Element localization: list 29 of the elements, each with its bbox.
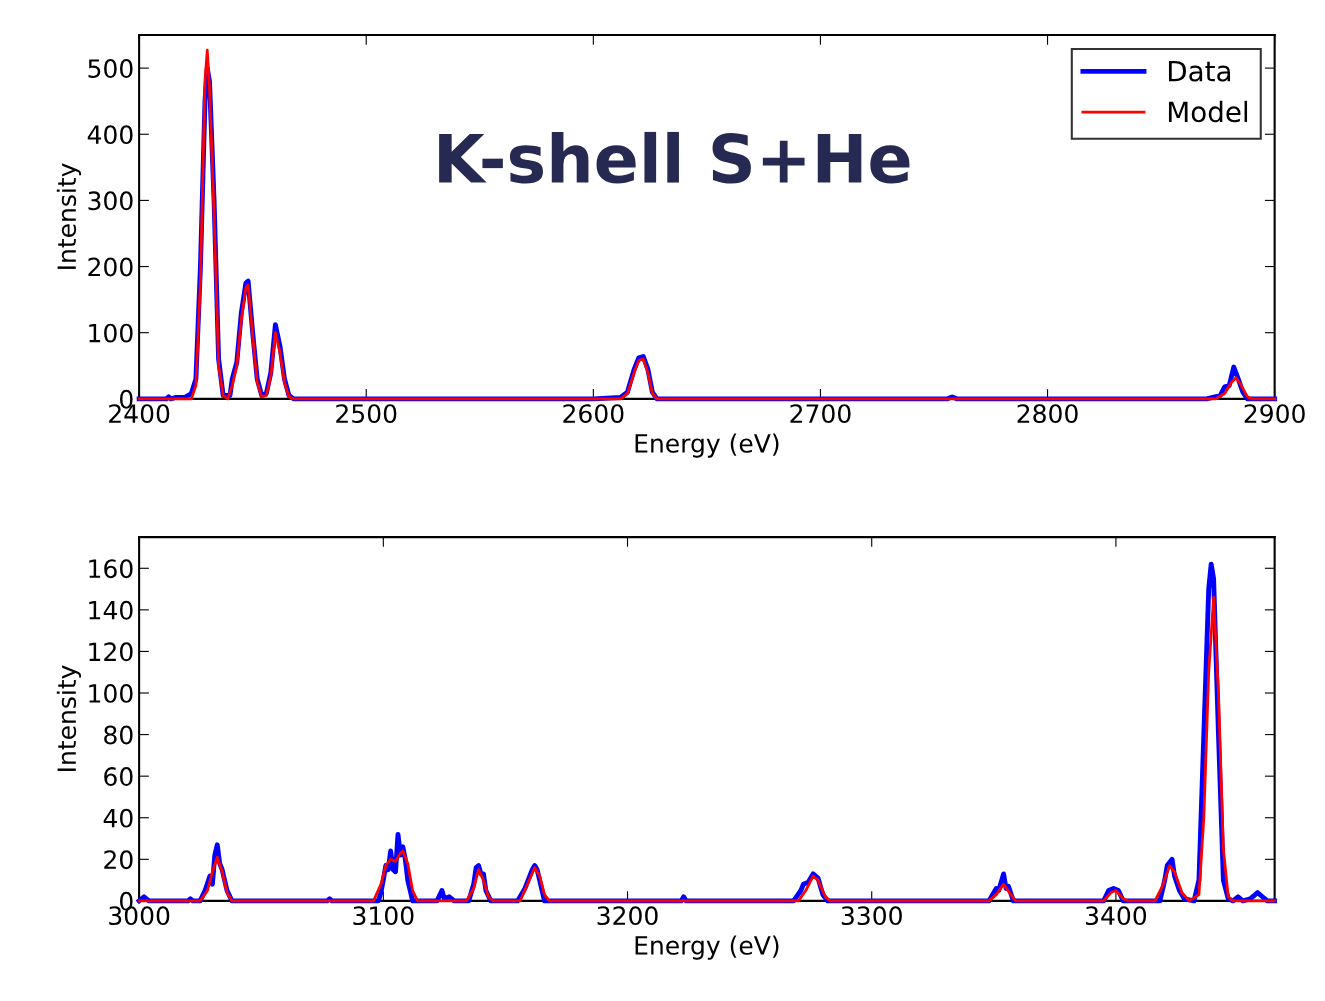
y-tick-label: 500 (88, 59, 133, 78)
x-tick-label: 2900 (1244, 404, 1305, 424)
x-tick-label: 2500 (336, 404, 397, 424)
x-tick-label: 2600 (563, 404, 624, 424)
annotation: K-shell S+He (439, 131, 910, 184)
y-tick-label: 20 (104, 850, 133, 870)
y-tick-label: 100 (89, 323, 133, 343)
x-tick-label: 2800 (1017, 404, 1078, 424)
x-tick-label: 3200 (597, 906, 658, 926)
y-tick-label: 80 (104, 725, 133, 745)
x-axis-title: Energy (eV) (635, 433, 779, 458)
x-tick-label: 3300 (841, 906, 902, 926)
x-tick-label: 2700 (790, 404, 851, 424)
x-tick-label: 3100 (353, 906, 414, 926)
x-tick-label: 3400 (1086, 906, 1147, 926)
y-axis-title: Intensity (56, 163, 81, 269)
y-axis-title: Intensity (56, 665, 81, 771)
y-tick-label: 140 (89, 600, 133, 620)
y-tick-label: 120 (89, 642, 133, 662)
y-tick-label: 300 (88, 191, 133, 211)
y-tick-label: 160 (89, 559, 133, 579)
y-tick-label: 200 (88, 257, 133, 277)
y-tick-label: 400 (87, 125, 133, 145)
y-tick-label: 40 (103, 808, 133, 828)
y-tick-label: 60 (104, 767, 133, 787)
legend-label: Data (1168, 60, 1231, 82)
legend-label: Model (1168, 100, 1248, 123)
x-axis-title: Energy (eV) (635, 935, 779, 960)
y-tick-label: 100 (89, 683, 133, 703)
